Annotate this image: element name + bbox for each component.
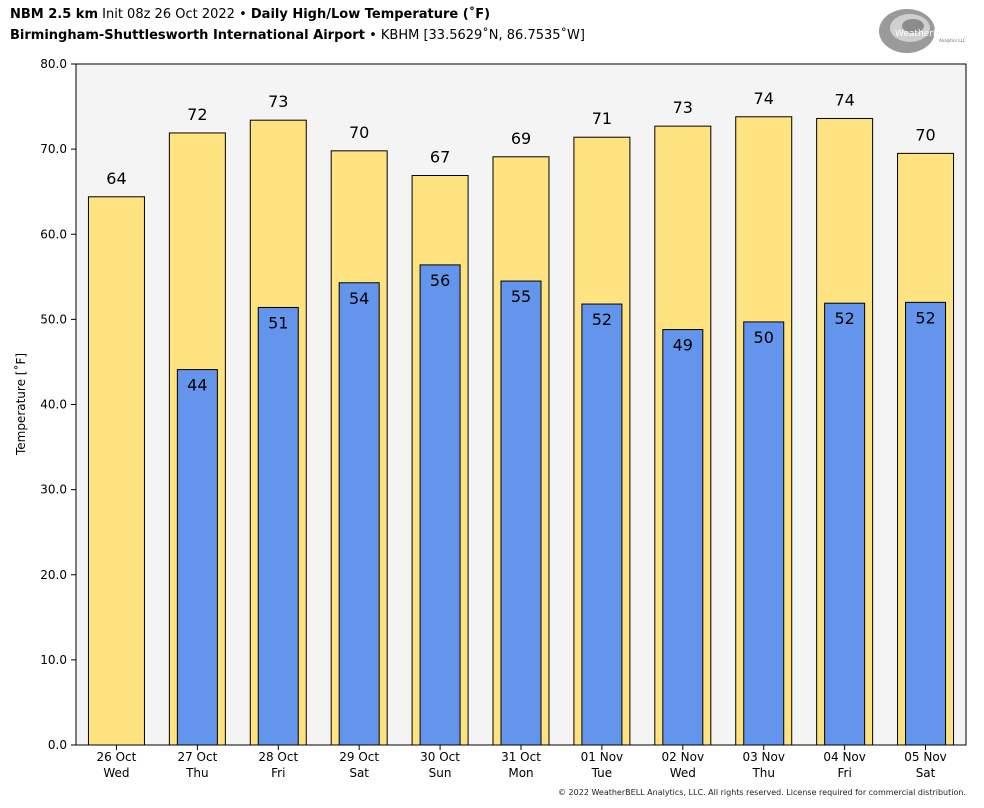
init-time: Init 08z 26 Oct 2022 [102, 7, 235, 22]
low-temp-bar [662, 329, 704, 746]
low-temp-label: 50 [754, 328, 774, 347]
y-tick-label: 20.0 [40, 568, 67, 582]
low-temp-bar [743, 321, 785, 746]
high-temp-label: 74 [834, 90, 854, 109]
high-temp-label: 67 [430, 148, 450, 167]
y-tick-label: 80.0 [40, 57, 67, 71]
y-tick-label: 70.0 [40, 142, 67, 156]
x-tick-date: 28 Oct [258, 750, 298, 764]
x-tick-day: Sat [349, 766, 369, 780]
chart-title: Daily High/Low Temperature (˚F) [250, 7, 491, 22]
low-temp-label: 51 [268, 313, 288, 332]
x-tick-date: 01 Nov [581, 750, 624, 764]
copyright-notice: © 2022 WeatherBELL Analytics, LLC. All r… [558, 788, 966, 797]
station-name: Birmingham-Shuttlesworth International A… [10, 28, 365, 43]
x-tick-date: 31 Oct [501, 750, 541, 764]
logo-subtext: Analytics LLC [939, 38, 966, 43]
x-tick-day: Wed [103, 766, 129, 780]
x-tick-day: Wed [670, 766, 696, 780]
high-temp-bar [87, 196, 145, 746]
x-tick-day: Thu [185, 766, 209, 780]
low-temp-bar [905, 301, 947, 746]
low-temp-label: 54 [349, 289, 369, 308]
separator-bullet: • [369, 28, 377, 43]
low-temp-bar [257, 306, 299, 746]
chart-header-line-2: Birmingham-Shuttlesworth International A… [10, 28, 585, 43]
x-tick-day: Thu [751, 766, 775, 780]
y-tick-label: 30.0 [40, 483, 67, 497]
x-tick-date: 27 Oct [177, 750, 217, 764]
y-tick-label: 50.0 [40, 312, 67, 326]
x-tick-date: 03 Nov [742, 750, 785, 764]
low-temp-label: 52 [915, 308, 935, 327]
model-name: NBM 2.5 km [10, 7, 98, 22]
high-temp-label: 73 [673, 98, 693, 117]
low-temp-bar [338, 282, 380, 746]
weatherbell-swirl-logo: WeatherBELL Analytics LLC [879, 9, 966, 53]
high-temp-label: 64 [106, 169, 126, 188]
high-temp-label: 72 [187, 105, 207, 124]
x-tick-day: Fri [837, 766, 851, 780]
low-temp-bar [824, 302, 866, 746]
x-tick-day: Sat [916, 766, 936, 780]
x-tick-day: Tue [591, 766, 613, 780]
x-tick-date: 02 Nov [662, 750, 705, 764]
x-tick-date: 29 Oct [339, 750, 379, 764]
x-tick-date: 26 Oct [97, 750, 137, 764]
x-tick-day: Sun [429, 766, 452, 780]
low-temp-label: 44 [187, 376, 207, 395]
x-tick-day: Mon [508, 766, 533, 780]
y-tick-label: 10.0 [40, 653, 67, 667]
y-tick-label: 40.0 [40, 398, 67, 412]
high-temp-label: 70 [349, 123, 369, 142]
low-temp-label: 52 [834, 309, 854, 328]
low-temp-label: 49 [673, 336, 693, 355]
low-temp-bar [419, 264, 461, 746]
x-tick-date: 05 Nov [904, 750, 947, 764]
high-temp-label: 71 [592, 109, 612, 128]
low-temp-bar [581, 303, 623, 746]
y-tick-label: 0.0 [48, 738, 67, 752]
low-temp-label: 56 [430, 271, 450, 290]
station-info: KBHM [33.5629˚N, 86.7535˚W] [380, 28, 585, 43]
low-temp-label: 55 [511, 287, 531, 306]
separator-bullet: • [239, 7, 247, 22]
low-temp-bar [176, 369, 218, 746]
chart-header-line-1: NBM 2.5 km Init 08z 26 Oct 2022 • Daily … [10, 7, 490, 22]
logo-wordmark: WeatherBELL [895, 29, 955, 39]
x-tick-day: Fri [271, 766, 285, 780]
x-tick-date: 30 Oct [420, 750, 460, 764]
high-temp-label: 70 [915, 125, 935, 144]
high-temp-label: 73 [268, 92, 288, 111]
high-temp-label: 74 [754, 89, 774, 108]
x-tick-date: 04 Nov [823, 750, 866, 764]
low-temp-bar [500, 280, 542, 746]
high-temp-label: 69 [511, 129, 531, 148]
y-tick-label: 60.0 [40, 227, 67, 241]
low-temp-label: 52 [592, 310, 612, 329]
plot-frame [75, 63, 967, 746]
